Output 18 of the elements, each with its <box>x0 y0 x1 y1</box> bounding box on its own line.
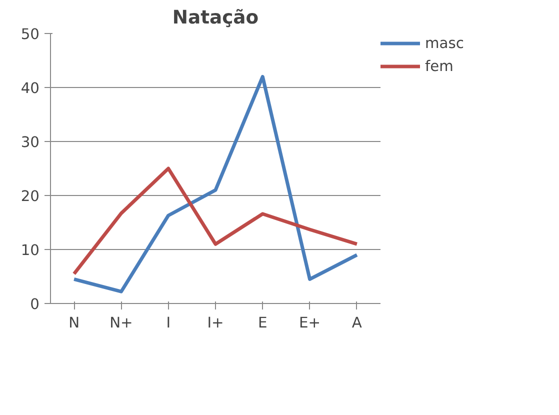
legend-label: fem <box>425 58 454 74</box>
y-tick-label: 50 <box>20 26 40 43</box>
x-tick-label: I <box>166 314 171 332</box>
y-tick-label: 10 <box>20 242 40 259</box>
y-tick-label: 0 <box>30 296 40 313</box>
x-tick-label: E+ <box>299 314 321 332</box>
x-tick-label: I+ <box>207 314 224 332</box>
y-tick-label: 30 <box>20 134 40 151</box>
x-tick-label: A <box>352 314 362 332</box>
legend-label: masc <box>425 34 464 52</box>
x-tick-label: N+ <box>110 314 133 332</box>
x-tick-label: N <box>68 314 80 332</box>
line-series <box>72 166 359 276</box>
chart-title: Natação <box>172 8 259 28</box>
y-tick-label: 20 <box>20 188 40 205</box>
x-tick-label: E <box>258 314 268 332</box>
y-tick-label: 40 <box>20 80 40 97</box>
line-series <box>72 74 359 294</box>
